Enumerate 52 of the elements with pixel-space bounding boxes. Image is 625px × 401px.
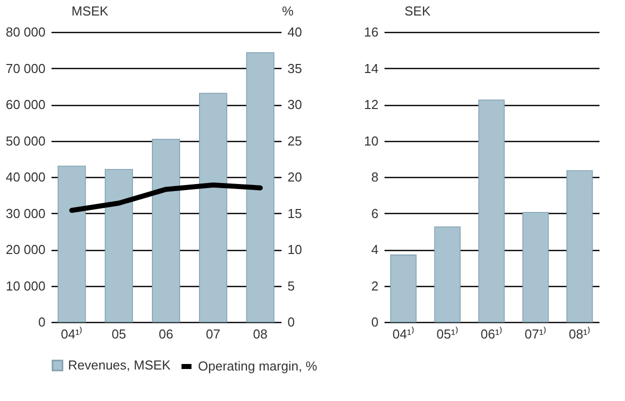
bar	[478, 100, 505, 322]
legend-label: Operating margin, %	[198, 358, 318, 374]
y-tick-label: 70 000	[6, 60, 46, 76]
y-axis-title: MSEK	[72, 4, 109, 18]
y2-tick-label: 35	[288, 60, 302, 76]
x-tick-label: 08¹⁾	[568, 326, 591, 342]
x-tick-label: 05¹⁾	[436, 326, 458, 342]
y-tick-label: 8	[371, 170, 378, 184]
y-tick-label: 0	[371, 314, 378, 330]
y-tick-label: 20 000	[6, 242, 46, 257]
x-tick-label: 08	[253, 326, 268, 342]
bar	[522, 212, 549, 322]
x-tick-label: 06¹⁾	[480, 326, 502, 342]
bar	[152, 138, 180, 322]
y-tick-label: 10 000	[6, 278, 46, 294]
bar	[199, 92, 228, 322]
y-tick-label: 80 000	[6, 24, 46, 40]
y-tick-label: 30 000	[6, 206, 46, 221]
y-axis-title: SEK	[404, 4, 431, 18]
y2-tick-label: 5	[288, 278, 295, 294]
x-tick-label: 07¹⁾	[524, 326, 546, 342]
bar	[58, 166, 86, 322]
y-tick-label: 40 000	[6, 170, 46, 184]
y-tick-label: 2	[371, 278, 378, 294]
y-tick-label: 14	[364, 60, 378, 76]
x-tick-label: 04¹⁾	[392, 326, 414, 342]
bar	[104, 168, 133, 322]
y-tick-label: 6	[371, 206, 378, 221]
y2-axis-title: %	[282, 4, 294, 18]
x-tick-label: 06	[158, 326, 174, 342]
bar	[390, 254, 417, 322]
y2-tick-label: 15	[288, 206, 302, 221]
bar	[566, 170, 593, 322]
bar	[434, 226, 461, 322]
y-tick-label: 12	[364, 97, 378, 112]
x-tick-label: 07	[206, 326, 220, 342]
y-tick-label: 16	[364, 24, 378, 40]
y2-tick-label: 10	[288, 242, 302, 257]
x-tick-label: 04¹⁾	[60, 326, 83, 342]
x-tick-label: 05	[112, 326, 126, 342]
y2-tick-label: 0	[288, 314, 295, 330]
y-tick-label: 10	[364, 133, 378, 148]
legend-label: Revenues, MSEK	[68, 358, 171, 372]
y2-tick-label: 30	[288, 97, 302, 112]
y2-tick-label: 25	[288, 133, 302, 148]
y-tick-label: 4	[371, 242, 378, 257]
y-tick-label: 0	[38, 314, 46, 330]
y-tick-label: 60 000	[6, 97, 46, 112]
bar	[246, 52, 274, 322]
y-tick-label: 50 000	[6, 133, 46, 148]
y2-tick-label: 20	[288, 170, 302, 184]
y2-tick-label: 40	[288, 24, 302, 40]
